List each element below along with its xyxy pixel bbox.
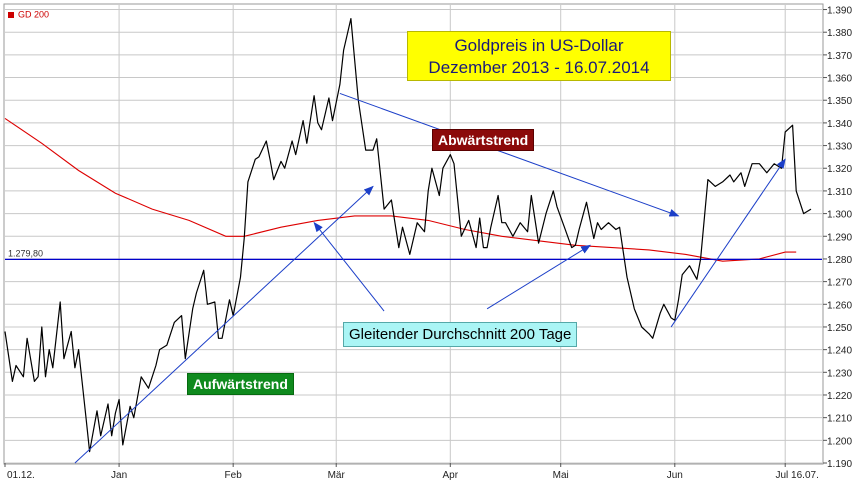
y-tick-label: 1.200 [827,436,852,447]
trend-arrow [339,92,680,217]
y-tick-label: 1.370 [827,51,852,62]
y-tick-label: 1.380 [827,28,852,39]
y-axis-ticks: 1.190 1.200 1.210 1.220 1.230 1.240 1.250 1.260… [823,6,852,470]
y-tick-label: 1.220 [827,391,852,402]
x-tick-label: Feb [225,470,243,481]
x-tick-label: Jan [111,470,127,481]
y-tick-label: 1.310 [827,187,852,198]
trend-arrow [670,158,786,328]
x-axis-ticks: 01.12. Jan Feb Mär Apr Mai Jun Jul 16.07. [4,463,819,481]
sma-200-line [4,117,797,262]
legend-label: GD 200 [18,9,50,20]
y-tick-label: 1.190 [827,459,852,470]
y-tick-label: 1.250 [827,323,852,334]
y-tick-label: 1.280 [827,255,852,266]
reference-line-label: 1.279,80 [8,248,43,258]
title-line-1: Goldpreis in US-Dollar [454,36,624,55]
x-tick-label: Mär [328,470,346,481]
y-tick-label: 1.240 [827,346,852,357]
x-tick-label: Mai [553,470,569,481]
x-tick-label: Jul 16.07. [776,470,819,481]
x-tick-label: Apr [443,470,459,481]
sma-layer [4,117,797,262]
x-tick-label: Jun [667,470,683,481]
y-tick-label: 1.390 [827,6,852,17]
y-tick-label: 1.340 [827,119,852,130]
y-tick-label: 1.210 [827,414,852,425]
price-layer [4,18,812,453]
chart-title: Goldpreis in US-Dollar Dezember 2013 - 1… [407,31,671,81]
y-tick-label: 1.320 [827,164,852,175]
downtrend-label: Abwärtstrend [432,129,535,151]
y-tick-label: 1.300 [827,210,852,221]
y-tick-label: 1.360 [827,74,852,85]
uptrend-label: Aufwärtstrend [187,373,294,395]
sma-label: Gleitender Durchschnitt 200 Tage [343,322,578,347]
y-tick-label: 1.350 [827,96,852,107]
trend-arrow [486,244,592,310]
trend-arrow [74,185,374,464]
legend: GD 200 [8,9,49,20]
gold-price-line [4,18,812,453]
y-tick-label: 1.230 [827,368,852,379]
y-tick-label: 1.290 [827,232,852,243]
trend-arrows [74,92,786,464]
title-line-2: Dezember 2013 - 16.07.2014 [428,58,650,77]
y-tick-label: 1.260 [827,300,852,311]
y-tick-label: 1.330 [827,142,852,153]
legend-swatch [8,11,14,18]
x-tick-label: 01.12. [7,470,35,481]
trend-arrow [313,221,385,312]
reference-line-layer: 1.279,80 [5,248,822,260]
y-tick-label: 1.270 [827,278,852,289]
